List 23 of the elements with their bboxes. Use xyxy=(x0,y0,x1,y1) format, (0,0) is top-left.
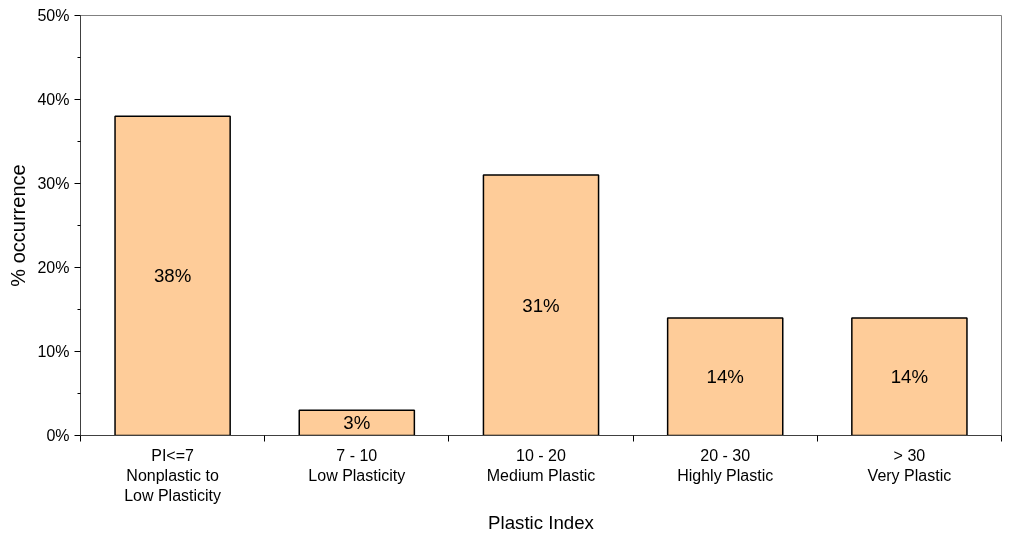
data-label: 3% xyxy=(343,412,371,434)
bar xyxy=(851,317,968,436)
data-label: 14% xyxy=(890,366,929,388)
x-axis-title: Plastic Index xyxy=(488,512,595,534)
x-tick-label: 20 - 30 Highly Plastic xyxy=(677,446,774,484)
bar xyxy=(666,317,784,436)
x-tick-label: > 30 Very Plastic xyxy=(867,446,952,484)
data-label: 38% xyxy=(153,265,192,287)
bar xyxy=(298,409,416,436)
bar xyxy=(482,174,600,436)
x-tick-label: 7 - 10 Low Plasticity xyxy=(308,446,406,484)
y-tick-label: 30% xyxy=(37,175,70,192)
y-tick-label: 0% xyxy=(46,427,70,444)
data-label: 31% xyxy=(522,294,560,316)
y-tick-label: 50% xyxy=(37,7,70,24)
y-tick-label: 20% xyxy=(37,259,70,276)
data-label: 14% xyxy=(706,366,744,388)
y-tick-label: 40% xyxy=(37,91,70,108)
x-tick-label: PI<=7 Nonplastic to Low Plasticity xyxy=(124,446,222,505)
bar xyxy=(114,115,231,436)
y-tick-label: 10% xyxy=(37,343,70,360)
x-tick-label: 10 - 20 Medium Plastic xyxy=(486,446,596,484)
y-axis-title: % occurrence xyxy=(7,164,30,287)
